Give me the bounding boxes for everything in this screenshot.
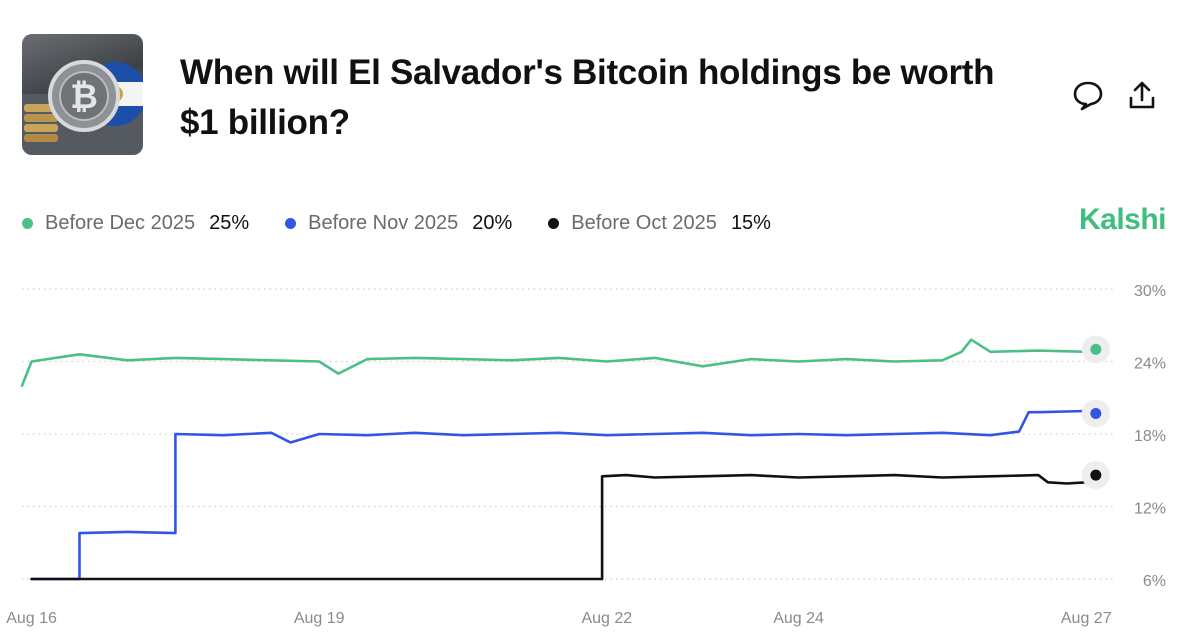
- y-tick-label: 6%: [1143, 573, 1166, 590]
- x-tick-label: Aug 16: [6, 610, 57, 627]
- legend-item-dec[interactable]: Before Dec 2025 25%: [22, 212, 249, 235]
- legend-label-oct: Before Oct 2025: [571, 211, 717, 234]
- legend-dot-dec: [22, 217, 33, 229]
- legend-value-oct: 15%: [730, 211, 771, 234]
- legend-dot-nov: [285, 217, 297, 229]
- legend-value-nov: 20%: [472, 211, 513, 234]
- y-tick-label: 30%: [1134, 283, 1166, 300]
- legend-item-nov[interactable]: Before Nov 2025 20%: [285, 212, 512, 235]
- x-tick-label: Aug 19: [294, 610, 345, 627]
- comment-icon[interactable]: [1071, 78, 1105, 112]
- legend-dot-oct: [548, 217, 560, 229]
- series-line-1: [30, 409, 1098, 581]
- x-tick-label: Aug 27: [1061, 610, 1112, 627]
- x-tick-label: Aug 22: [581, 610, 632, 627]
- line-chart: 30% 24% 18% 12% 6% Aug 16 Aug 19 Aug 22 Aug 24 Au…: [6, 283, 1166, 627]
- chart-legend: Before Dec 2025 25% Before Nov 2025 20% …: [22, 208, 807, 238]
- brand-logo[interactable]: Kalshi: [1078, 203, 1167, 236]
- legend-value-dec: 25%: [209, 211, 250, 234]
- svg-text:₿: ₿: [70, 77, 98, 117]
- y-tick-label: 18%: [1134, 428, 1166, 445]
- series-end-point-1: [1090, 407, 1102, 419]
- legend-label-dec: Before Dec 2025: [45, 211, 196, 234]
- x-tick-label: Aug 24: [773, 610, 824, 627]
- series-end-point-2: [1090, 469, 1102, 481]
- bitcoin-flag-thumbnail: ₿: [22, 34, 143, 155]
- y-tick-label: 24%: [1134, 356, 1166, 373]
- legend-label-nov: Before Nov 2025: [308, 211, 459, 234]
- y-tick-label: 12%: [1134, 501, 1166, 518]
- page-title: When will El Salvador's Bitcoin holdings…: [180, 53, 995, 142]
- series-end-point-0: [1090, 343, 1102, 355]
- series-line-2: [30, 473, 1098, 581]
- legend-item-oct[interactable]: Before Oct 2025 15%: [548, 212, 771, 235]
- share-icon[interactable]: [1125, 78, 1159, 112]
- series-line-0: [20, 338, 1098, 387]
